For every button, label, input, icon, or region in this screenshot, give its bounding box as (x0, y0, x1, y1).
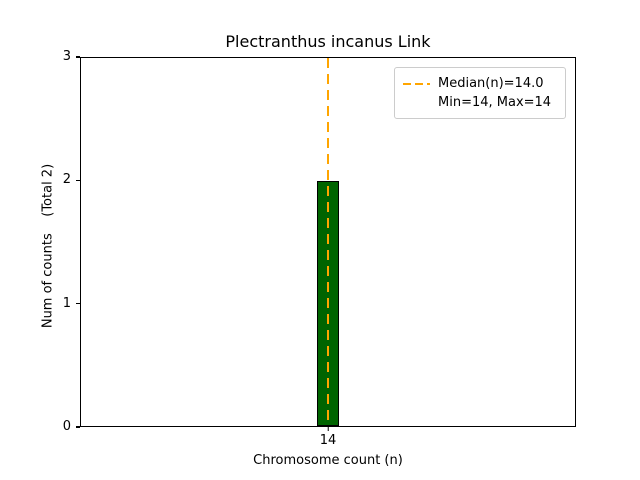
chart-title: Plectranthus incanus Link (225, 32, 431, 51)
y-tick-1: 1 (63, 296, 80, 311)
y-tick-0: 0 (63, 420, 80, 434)
legend-entry-median: Median(n)=14.0 (403, 74, 557, 93)
x-axis-ticks: 14 (80, 427, 576, 451)
y-tick-2: 2 (63, 173, 80, 187)
legend: Median(n)=14.0 Min=14, Max=14 (394, 67, 566, 119)
x-tick-14: 14 (320, 427, 336, 448)
y-tick-3: 3 (63, 50, 80, 64)
legend-label-minmax: Min=14, Max=14 (438, 95, 552, 110)
legend-sample-spacer (403, 102, 430, 104)
plot-area: Median(n)=14.0 Min=14, Max=14 (80, 57, 576, 427)
x-axis-label: Chromosome count (n) (253, 453, 403, 468)
median-line-legend-sample-icon (403, 82, 430, 85)
legend-entry-minmax: Min=14, Max=14 (403, 93, 557, 112)
y-axis-ticks: 0 1 2 3 (0, 50, 80, 434)
median-line (327, 58, 329, 426)
legend-label-median: Median(n)=14.0 (438, 76, 544, 91)
